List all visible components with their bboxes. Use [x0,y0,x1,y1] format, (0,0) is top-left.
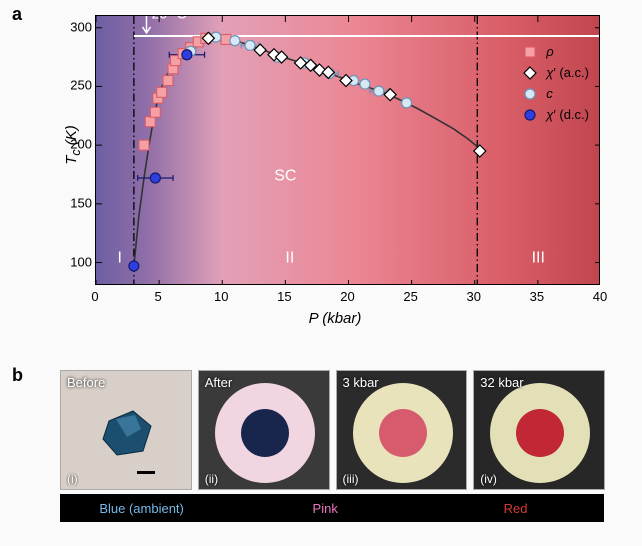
svg-text:II: II [285,250,294,267]
legend-row: χ′ (d.c.) [522,107,589,122]
panel-b-container: Before (i) After (ii) 3 kbar (iii) 32 kbar (iv)… [60,370,605,522]
thumb: 3 kbar (iii) [336,370,468,490]
thumb-number: (iii) [343,472,359,486]
chart-a: 20 °CIIIIIISC ρχ′ (a.c.)cχ′ (d.c.) [95,15,600,285]
legend-row: c [522,86,589,101]
thumb: After (ii) [198,370,330,490]
svg-text:20 °C: 20 °C [152,16,187,21]
thumb: Before (i) [60,370,192,490]
color-bar: Blue (ambient)PinkRed [60,494,604,522]
panel-label-a: a [12,4,22,25]
thumb-number: (i) [67,472,78,486]
y-axis-label: Tc (K) [63,125,83,165]
color-bar-segment: Pink [223,494,427,522]
color-bar-segment: Red [427,494,604,522]
legend-row: ρ [522,44,589,59]
legend: ρ χ′ (a.c.) c χ′ (d.c.) [522,44,589,128]
legend-row: χ′ (a.c.) [522,65,589,80]
thumb-label: 3 kbar [343,375,379,390]
svg-text:SC: SC [274,167,296,184]
thumb: 32 kbar (iv) [473,370,605,490]
thumb-number: (iv) [480,472,497,486]
x-axis-label: P (kbar) [45,310,625,327]
svg-text:I: I [117,250,121,267]
color-bar-segment: Blue (ambient) [60,494,223,522]
chart-a-container: 20 °CIIIIIISC ρχ′ (a.c.)cχ′ (d.c.) 10015… [45,5,625,335]
thumb-label: After [205,375,232,390]
thumb-label: Before [67,375,105,390]
panel-label-b: b [12,365,23,386]
thumb-label: 32 kbar [480,375,523,390]
thumb-number: (ii) [205,472,218,486]
svg-text:III: III [532,250,545,267]
thumbs-row: Before (i) After (ii) 3 kbar (iii) 32 kbar (iv) [60,370,605,490]
